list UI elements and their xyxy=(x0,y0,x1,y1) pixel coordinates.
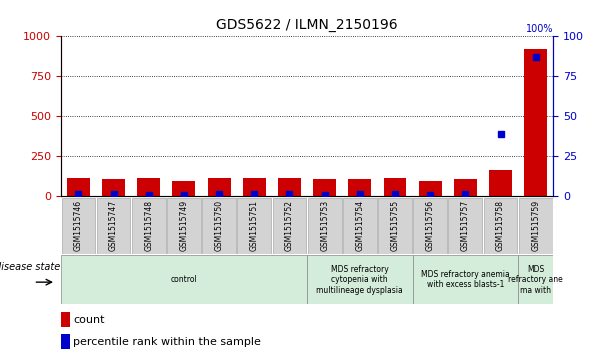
Bar xyxy=(137,179,160,196)
Text: MDS refractory
cytopenia with
multilineage dysplasia: MDS refractory cytopenia with multilinea… xyxy=(316,265,403,295)
Bar xyxy=(278,178,301,196)
Bar xyxy=(173,181,195,196)
Bar xyxy=(61,198,95,254)
Bar xyxy=(272,198,306,254)
Bar xyxy=(61,255,307,304)
Text: GSM1515747: GSM1515747 xyxy=(109,200,118,250)
Text: disease state: disease state xyxy=(0,262,60,273)
Text: GSM1515750: GSM1515750 xyxy=(215,200,224,250)
Bar xyxy=(518,255,553,304)
Text: GSM1515753: GSM1515753 xyxy=(320,200,329,250)
Text: count: count xyxy=(73,315,105,325)
Text: GSM1515759: GSM1515759 xyxy=(531,200,540,250)
Bar xyxy=(202,198,236,254)
Bar xyxy=(97,198,131,254)
Bar xyxy=(413,255,518,304)
Bar xyxy=(308,198,342,254)
Text: GSM1515758: GSM1515758 xyxy=(496,200,505,250)
Bar xyxy=(237,198,271,254)
Bar xyxy=(384,178,406,196)
Bar xyxy=(483,198,517,254)
Bar xyxy=(489,171,512,196)
Text: GSM1515757: GSM1515757 xyxy=(461,200,470,250)
Bar xyxy=(519,198,553,254)
Bar xyxy=(454,179,477,196)
Bar xyxy=(61,312,70,327)
Bar xyxy=(343,198,377,254)
Bar xyxy=(307,255,413,304)
Bar xyxy=(524,49,547,196)
Text: GSM1515746: GSM1515746 xyxy=(74,200,83,250)
Bar xyxy=(67,178,90,196)
Bar xyxy=(413,198,447,254)
Text: control: control xyxy=(171,275,197,284)
Text: GSM1515749: GSM1515749 xyxy=(179,200,188,250)
Bar xyxy=(378,198,412,254)
Text: MDS
refractory ane
ma with: MDS refractory ane ma with xyxy=(508,265,563,295)
Bar xyxy=(348,179,371,196)
Text: GSM1515751: GSM1515751 xyxy=(250,200,259,250)
Bar xyxy=(102,179,125,196)
Bar xyxy=(208,179,230,196)
Text: GSM1515754: GSM1515754 xyxy=(355,200,364,250)
Text: GSM1515756: GSM1515756 xyxy=(426,200,435,250)
Bar xyxy=(313,179,336,196)
Text: GSM1515748: GSM1515748 xyxy=(144,200,153,250)
Text: MDS refractory anemia
with excess blasts-1: MDS refractory anemia with excess blasts… xyxy=(421,270,510,289)
Text: 100%: 100% xyxy=(526,24,553,34)
Bar xyxy=(243,179,266,196)
Title: GDS5622 / ILMN_2150196: GDS5622 / ILMN_2150196 xyxy=(216,19,398,33)
Bar xyxy=(167,198,201,254)
Text: GSM1515755: GSM1515755 xyxy=(390,200,399,250)
Bar xyxy=(419,181,441,196)
Bar xyxy=(132,198,165,254)
Text: percentile rank within the sample: percentile rank within the sample xyxy=(73,337,261,347)
Bar xyxy=(61,334,70,349)
Bar xyxy=(449,198,482,254)
Text: GSM1515752: GSM1515752 xyxy=(285,200,294,250)
